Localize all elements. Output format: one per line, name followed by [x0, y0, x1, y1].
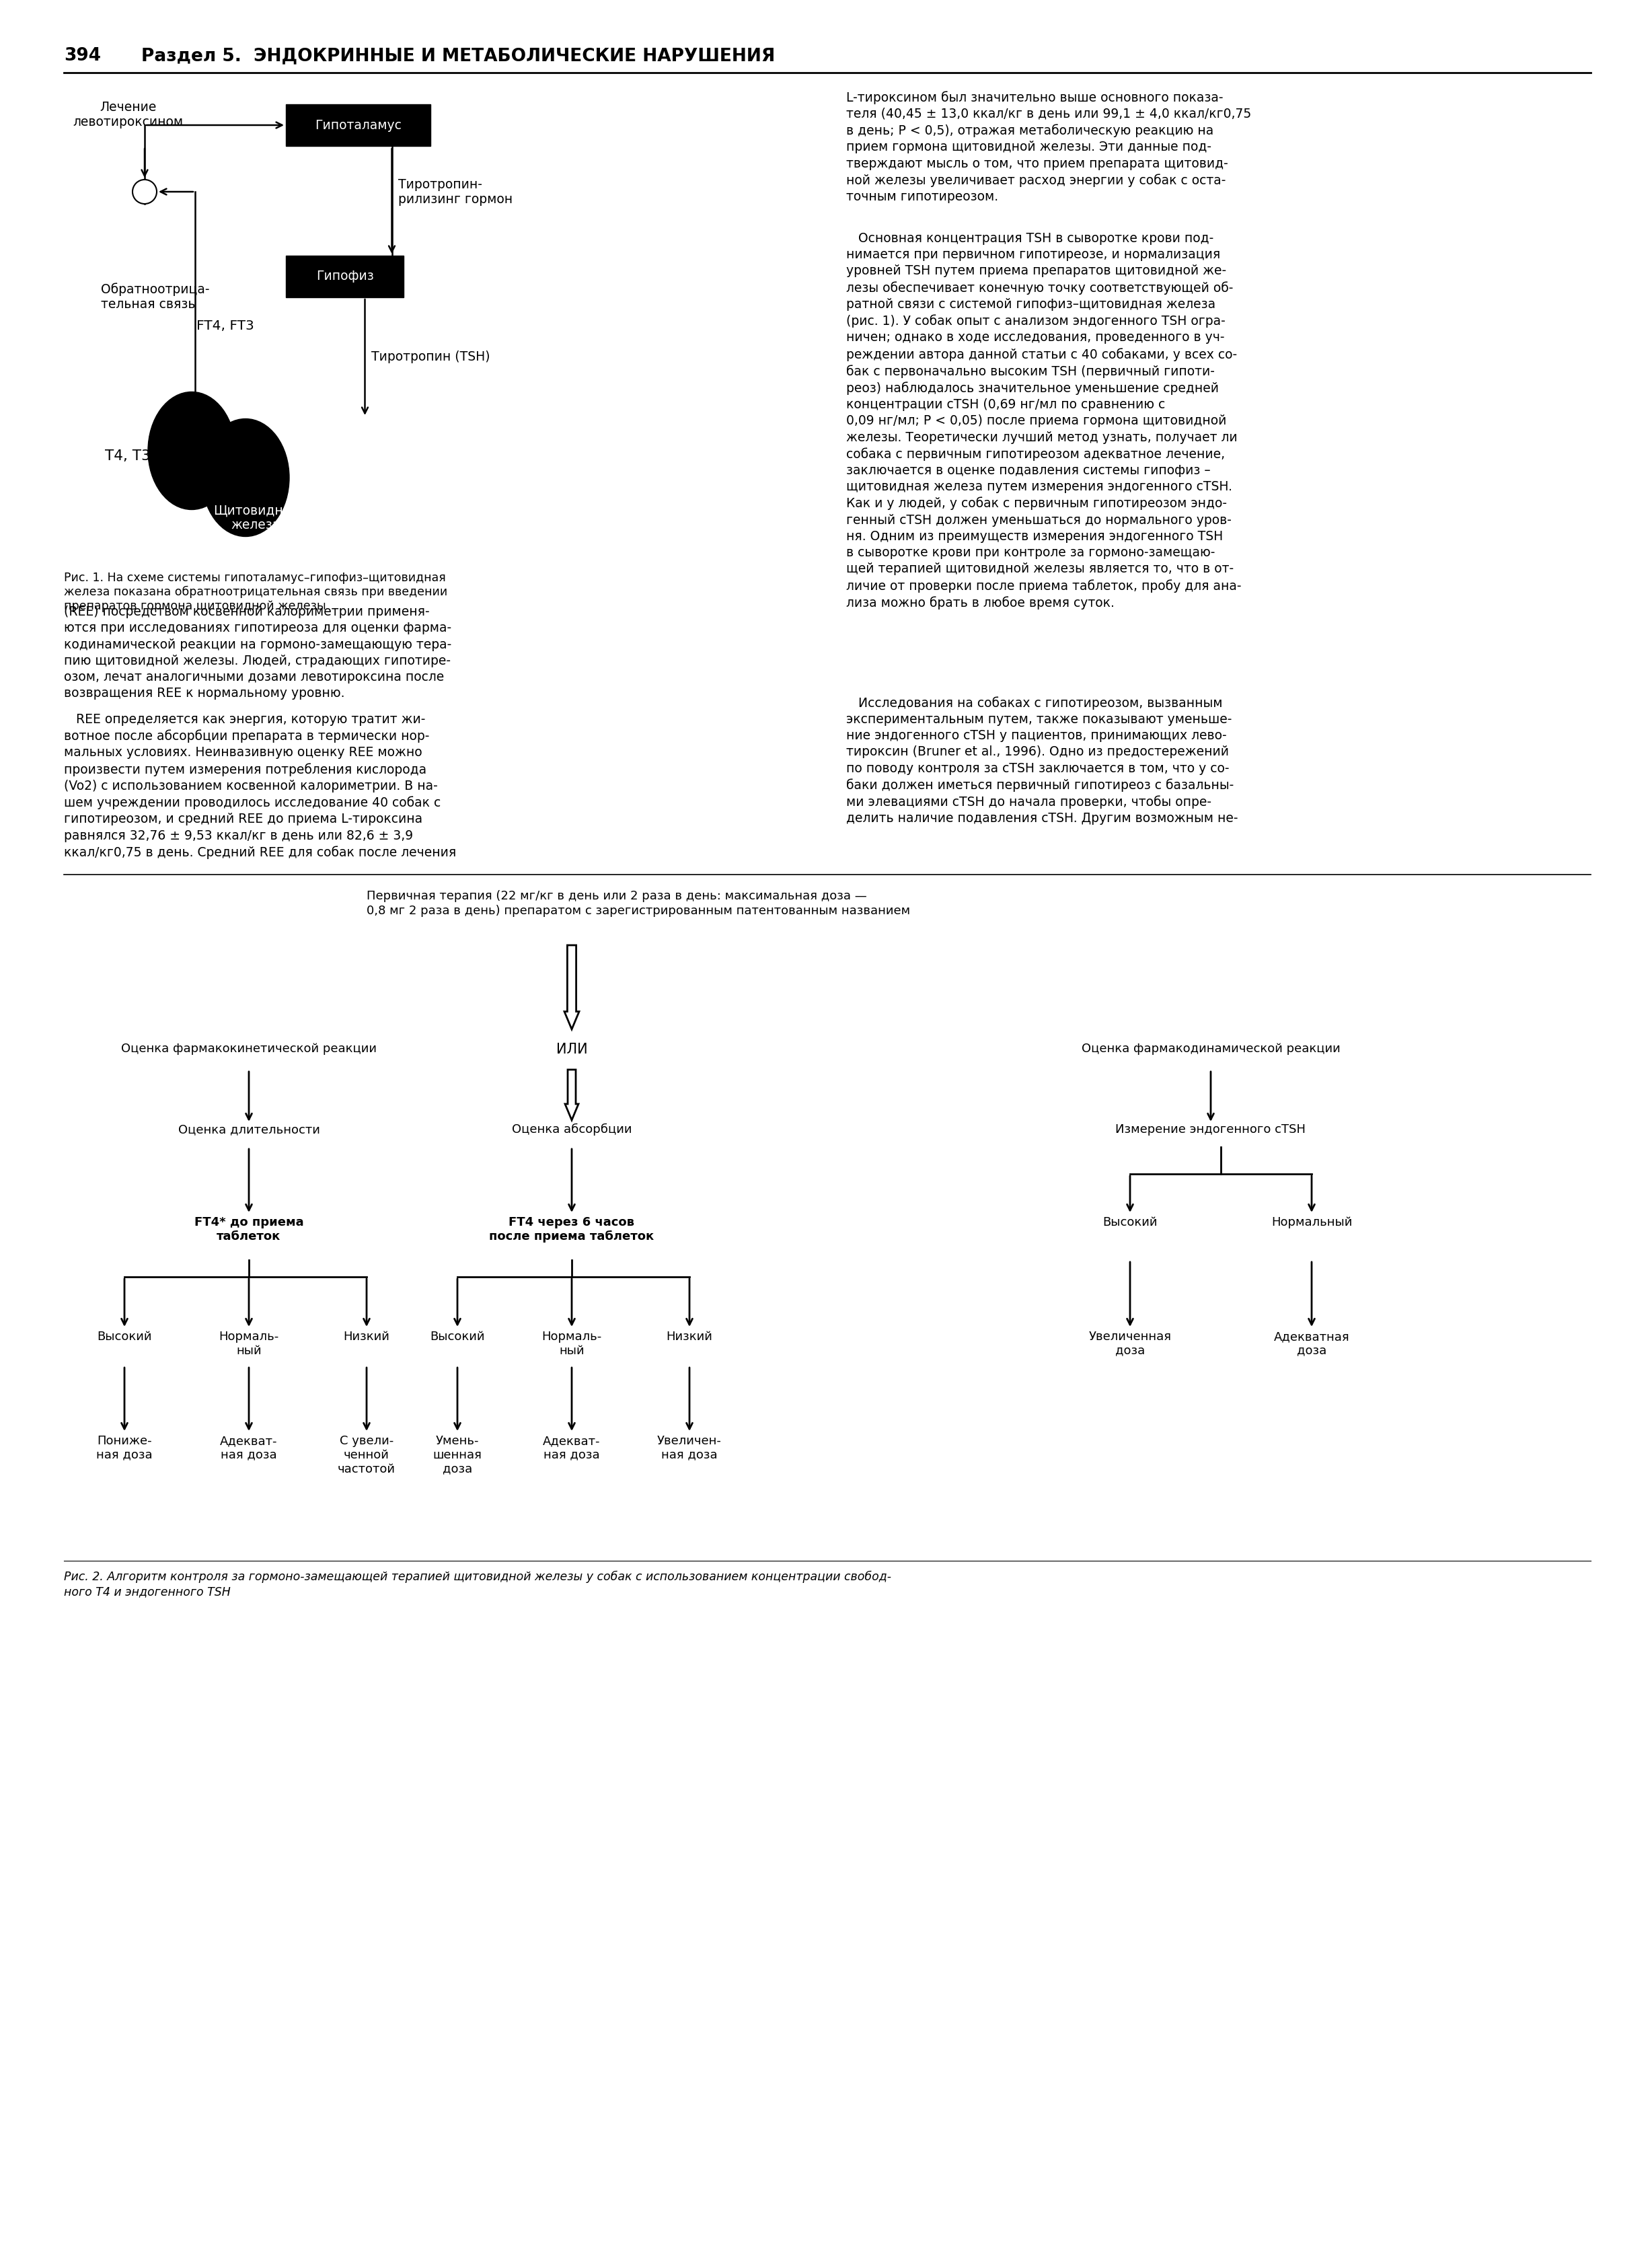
- Text: ИЛИ: ИЛИ: [557, 1043, 588, 1057]
- Bar: [286, 255, 403, 297]
- Text: T4, T3: T4, T3: [106, 448, 150, 462]
- Text: FT4, FT3: FT4, FT3: [197, 320, 254, 333]
- Text: Оценка абсорбции: Оценка абсорбции: [512, 1124, 631, 1136]
- Text: Оценка фармакодинамической реакции: Оценка фармакодинамической реакции: [1082, 1043, 1340, 1054]
- Text: Тиротропин-
рилизинг гормон: Тиротропин- рилизинг гормон: [398, 178, 514, 205]
- Text: (REE) посредством косвенной калориметрии применя-
ются при исследованиях гипотир: (REE) посредством косвенной калориметрии…: [64, 606, 451, 701]
- Polygon shape: [565, 946, 580, 1030]
- Text: Раздел 5.  ЭНДОКРИННЫЕ И МЕТАБОЛИЧЕСКИЕ НАРУШЕНИЯ: Раздел 5. ЭНДОКРИННЫЕ И МЕТАБОЛИЧЕСКИЕ Н…: [142, 47, 775, 65]
- Text: Основная концентрация TSH в сыворотке крови под-
нимается при первичном гипотире: Основная концентрация TSH в сыворотке кр…: [846, 232, 1241, 608]
- Text: Высокий: Высокий: [1102, 1217, 1158, 1228]
- Text: Гипофиз: Гипофиз: [316, 270, 373, 284]
- Text: Адекват-
ная доза: Адекват- ная доза: [544, 1435, 600, 1460]
- Text: Оценка длительности: Оценка длительности: [178, 1124, 320, 1136]
- Text: Пониже-
ная доза: Пониже- ная доза: [96, 1435, 152, 1460]
- Text: Высокий: Высокий: [97, 1332, 152, 1343]
- Text: Измерение эндогенного cTSH: Измерение эндогенного cTSH: [1115, 1124, 1307, 1136]
- Text: Нормаль-
ный: Нормаль- ный: [542, 1332, 601, 1356]
- Ellipse shape: [202, 419, 289, 536]
- Text: Нормаль-
ный: Нормаль- ный: [218, 1332, 279, 1356]
- Text: Рис. 2. Алгоритм контроля за гормоно-замещающей терапией щитовидной железы у соб: Рис. 2. Алгоритм контроля за гормоно-зам…: [64, 1570, 890, 1597]
- Polygon shape: [565, 1070, 578, 1120]
- Text: Первичная терапия (22 мг/кг в день или 2 раза в день: максимальная доза —
0,8 мг: Первичная терапия (22 мг/кг в день или 2…: [367, 890, 910, 917]
- Circle shape: [132, 180, 157, 203]
- Text: Гипоталамус: Гипоталамус: [316, 119, 401, 131]
- Text: FT4* до приема
таблеток: FT4* до приема таблеток: [195, 1217, 304, 1241]
- Text: С увели-
ченной
частотой: С увели- ченной частотой: [337, 1435, 395, 1476]
- Ellipse shape: [149, 392, 236, 509]
- Bar: [286, 104, 431, 146]
- Text: Щитовидная
железа: Щитовидная железа: [213, 505, 299, 532]
- Text: Увеличенная
доза: Увеличенная доза: [1089, 1332, 1171, 1356]
- Text: Низкий: Низкий: [666, 1332, 712, 1343]
- Text: Нормальный: Нормальный: [1270, 1217, 1351, 1228]
- Text: Лечение
левотироксином: Лечение левотироксином: [73, 101, 183, 128]
- Text: Обратноотрица-
тельная связь: Обратноотрица- тельная связь: [101, 282, 210, 311]
- Text: Оценка фармакокинетической реакции: Оценка фармакокинетической реакции: [121, 1043, 377, 1054]
- Text: 394: 394: [64, 47, 101, 65]
- Text: Тиротропин (TSH): Тиротропин (TSH): [372, 349, 491, 363]
- Text: Рис. 1. На схеме системы гипоталамус–гипофиз–щитовидная
железа показана обратноо: Рис. 1. На схеме системы гипоталамус–гип…: [64, 572, 448, 613]
- Text: Умень-
шенная
доза: Умень- шенная доза: [433, 1435, 482, 1476]
- Text: REE определяется как энергия, которую тратит жи-
вотное после абсорбции препарат: REE определяется как энергия, которую тр…: [64, 714, 456, 858]
- Text: Исследования на собаках с гипотиреозом, вызванным
экспериментальным путем, также: Исследования на собаках с гипотиреозом, …: [846, 696, 1237, 825]
- Text: Высокий: Высокий: [430, 1332, 484, 1343]
- Text: Увеличен-
ная доза: Увеличен- ная доза: [657, 1435, 722, 1460]
- Text: Адекват-
ная доза: Адекват- ная доза: [220, 1435, 278, 1460]
- Text: L-тироксином был значительно выше основного показа-
теля (40,45 ± 13,0 ккал/кг в: L-тироксином был значительно выше основн…: [846, 90, 1251, 203]
- Text: Низкий: Низкий: [344, 1332, 390, 1343]
- Text: Адекватная
доза: Адекватная доза: [1274, 1332, 1350, 1356]
- Text: FT4 через 6 часов
после приема таблеток: FT4 через 6 часов после приема таблеток: [489, 1217, 654, 1244]
